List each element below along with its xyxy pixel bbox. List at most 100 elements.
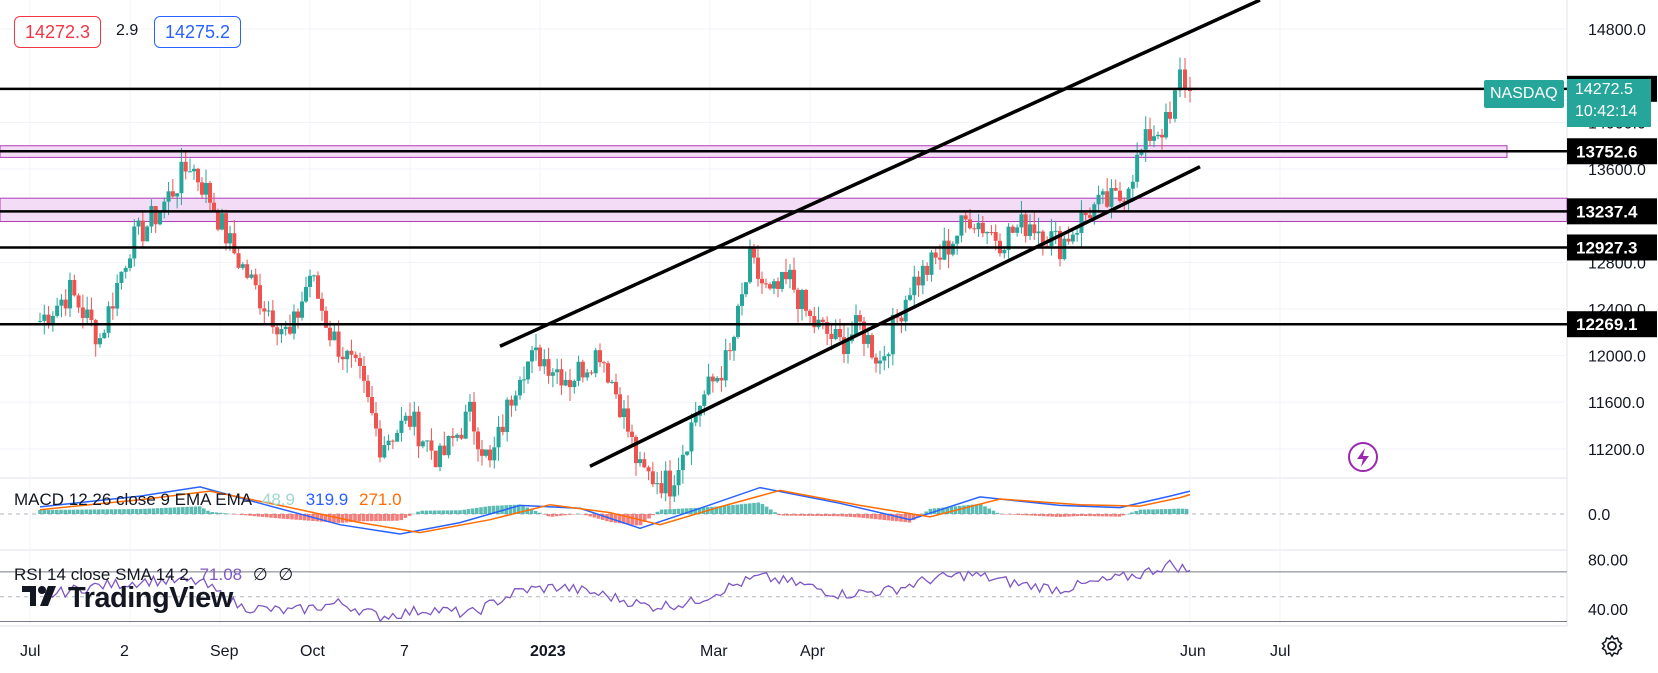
level-price-label-bg (1567, 234, 1657, 261)
y-tick-label: 11200.0 (1588, 442, 1645, 459)
candle-body (188, 171, 192, 173)
macd-histogram-bar (1168, 509, 1172, 514)
macd-histogram-bar (462, 509, 466, 514)
macd-histogram-bar (563, 514, 567, 516)
macd-histogram-bar (928, 508, 933, 514)
macd-histogram-bar (815, 514, 819, 516)
macd-histogram-bar (722, 505, 727, 514)
lightning-icon[interactable] (1346, 440, 1380, 479)
macd-histogram-bar (445, 510, 450, 514)
candle-body (468, 401, 472, 412)
candle-body (1105, 191, 1110, 207)
macd-histogram-bar (676, 508, 681, 514)
candle-body (942, 240, 947, 260)
level-price-label: 12269.1 (1576, 315, 1637, 334)
bid-price-box[interactable]: 14272.3 (14, 16, 102, 48)
candle-body (476, 431, 480, 450)
y-tick-label: 11600.0 (1588, 395, 1645, 412)
macd-histogram-bar (1130, 512, 1134, 514)
macd-histogram-bar (273, 514, 277, 519)
macd-histogram-bar (781, 514, 786, 516)
candle-body (270, 310, 275, 328)
macd-histogram-bar (1054, 514, 1059, 517)
macd-histogram-bar (269, 514, 273, 518)
candle-body (980, 222, 985, 234)
macd-histogram-bar (945, 507, 949, 514)
macd-histogram-bar (193, 506, 198, 514)
gear-icon[interactable] (1600, 634, 1624, 663)
macd-histogram-bar (924, 511, 928, 514)
macd-histogram-bar (206, 510, 210, 514)
candle-body (555, 369, 560, 373)
candle-body (585, 372, 590, 378)
macd-histogram-bar (651, 514, 655, 516)
candle-body (399, 420, 404, 433)
candle-body (534, 347, 538, 351)
macd-histogram-bar (756, 502, 760, 514)
candle-body (1126, 188, 1131, 202)
candle-body (72, 279, 77, 296)
candle-body (132, 226, 137, 259)
candle-body (530, 350, 534, 362)
x-tick-label: Oct (300, 643, 325, 660)
candle-body (1096, 194, 1101, 205)
candle-body (878, 360, 882, 364)
symbol-tag: NASDAQ (1484, 80, 1564, 108)
macd-histogram-bar (147, 508, 151, 514)
macd-histogram-bar (1113, 514, 1117, 517)
macd-histogram-bar (575, 513, 580, 515)
macd-histogram-bar (1176, 508, 1180, 514)
candle-body (245, 264, 250, 278)
candle-body (538, 347, 542, 367)
candle-body (655, 483, 660, 485)
candle-body (119, 271, 124, 283)
candle-body (488, 449, 492, 461)
rsi-legend[interactable]: RSI 14 close SMA 14 2 71.08 ∅ ∅ (14, 565, 293, 585)
macd-histogram-bar (403, 514, 408, 518)
candle-body (1118, 190, 1122, 201)
candle-body (158, 212, 162, 225)
candle-body (228, 233, 232, 244)
candle-body (780, 271, 784, 289)
candle-body (433, 450, 438, 468)
macd-histogram-bar (307, 514, 311, 521)
candle-body (220, 213, 224, 230)
candle-body (316, 275, 320, 299)
macd-histogram-bar (1084, 514, 1088, 517)
candle-body (208, 182, 212, 203)
macd-histogram-bar (496, 505, 500, 514)
macd-histogram-bar (97, 509, 101, 514)
candle-body (715, 377, 720, 382)
candle-body (788, 269, 792, 280)
candle-body (345, 350, 350, 360)
x-tick-label: Jul (20, 643, 40, 660)
ask-price-box[interactable]: 14275.2 (154, 16, 242, 48)
macd-histogram-bar (832, 514, 836, 517)
tradingview-logo[interactable]: TradingView (22, 580, 233, 616)
macd-legend[interactable]: MACD 12 26 close 9 EMA EMA 48.9 319.9 27… (14, 490, 402, 510)
candle-body (800, 289, 804, 309)
candle-body (1023, 214, 1028, 236)
candle-body (500, 426, 505, 433)
channel-lower-line (589, 165, 1201, 468)
candle-body (390, 440, 395, 442)
macd-histogram-bar (907, 514, 912, 523)
macd-histogram-bar (252, 514, 256, 517)
candle-body (266, 310, 271, 312)
rsi-title: RSI 14 close SMA 14 2 (14, 565, 189, 584)
candle-body (170, 191, 175, 197)
macd-histogram-bar (466, 509, 471, 514)
macd-histogram-bar (865, 514, 870, 519)
macd-histogram-bar (374, 514, 378, 522)
candle-body (1040, 231, 1045, 246)
macd-histogram-bar (911, 514, 916, 521)
macd-histogram-bar (218, 512, 223, 514)
macd-histogram-bar (1159, 509, 1164, 514)
macd-histogram-bar (819, 514, 823, 517)
candle-body (812, 315, 817, 328)
channel-upper-line (499, 0, 1261, 348)
macd-histogram-bar (185, 506, 189, 514)
macd-histogram-bar (941, 507, 945, 514)
rsi-line (39, 559, 1191, 623)
